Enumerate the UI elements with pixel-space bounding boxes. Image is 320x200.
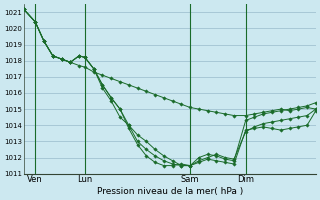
X-axis label: Pression niveau de la mer( hPa ): Pression niveau de la mer( hPa )	[97, 187, 243, 196]
